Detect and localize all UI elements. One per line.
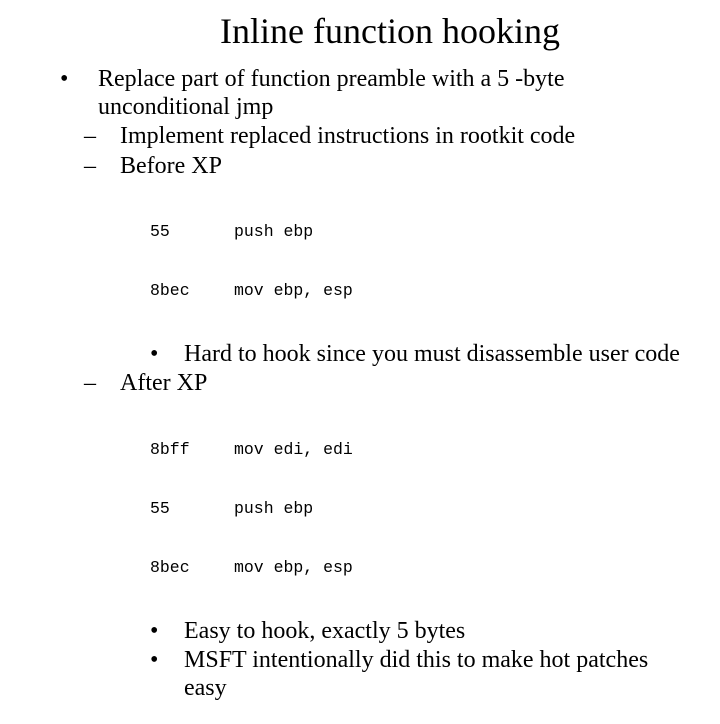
slide-title: Inline function hooking bbox=[100, 10, 680, 52]
slide-container: Inline function hooking • Replace part o… bbox=[0, 0, 720, 724]
bullet-text: Hard to hook since you must disassemble … bbox=[184, 341, 680, 369]
dot-marker-icon: • bbox=[150, 647, 184, 674]
code-line: 8bffmov edi, edi bbox=[150, 440, 680, 460]
code-line: 55push ebp bbox=[150, 499, 680, 519]
code-asm: mov ebp, esp bbox=[234, 558, 353, 578]
bullet-level2: – Before XP bbox=[84, 153, 680, 181]
bullet-text: Replace part of function preamble with a… bbox=[98, 66, 680, 121]
bullet-marker-icon: • bbox=[60, 66, 98, 93]
code-asm: push ebp bbox=[234, 222, 313, 242]
code-block-before-xp: 55push ebp 8becmov ebp, esp bbox=[150, 182, 680, 340]
dot-marker-icon: • bbox=[150, 618, 184, 645]
code-hex: 55 bbox=[150, 222, 234, 242]
code-hex: 8bec bbox=[150, 281, 234, 301]
bullet-text: Easy to hook, exactly 5 bytes bbox=[184, 618, 465, 646]
bullet-level3: • MSFT intentionally did this to make ho… bbox=[150, 647, 680, 702]
dash-marker-icon: – bbox=[84, 370, 120, 397]
bullet-text: After XP bbox=[120, 370, 207, 398]
bullet-text: Implement replaced instructions in rootk… bbox=[120, 123, 575, 151]
code-hex: 8bff bbox=[150, 440, 234, 460]
code-line: 8becmov ebp, esp bbox=[150, 281, 680, 301]
code-hex: 55 bbox=[150, 499, 234, 519]
code-block-after-xp: 8bffmov edi, edi 55push ebp 8becmov ebp,… bbox=[150, 400, 680, 618]
code-asm: push ebp bbox=[234, 499, 313, 519]
bullet-level2: – Implement replaced instructions in roo… bbox=[84, 123, 680, 151]
bullet-text: Before XP bbox=[120, 153, 222, 181]
code-hex: 8bec bbox=[150, 558, 234, 578]
bullet-text: MSFT intentionally did this to make hot … bbox=[184, 647, 680, 702]
bullet-level1: • Replace part of function preamble with… bbox=[60, 66, 680, 121]
code-line: 55push ebp bbox=[150, 222, 680, 242]
bullet-level3: • Hard to hook since you must disassembl… bbox=[150, 341, 680, 369]
dash-marker-icon: – bbox=[84, 153, 120, 180]
code-asm: mov ebp, esp bbox=[234, 281, 353, 301]
bullet-level3: • Easy to hook, exactly 5 bytes bbox=[150, 618, 680, 646]
code-asm: mov edi, edi bbox=[234, 440, 353, 460]
dot-marker-icon: • bbox=[150, 341, 184, 368]
code-line: 8becmov ebp, esp bbox=[150, 558, 680, 578]
bullet-level2: – After XP bbox=[84, 370, 680, 398]
dash-marker-icon: – bbox=[84, 123, 120, 150]
